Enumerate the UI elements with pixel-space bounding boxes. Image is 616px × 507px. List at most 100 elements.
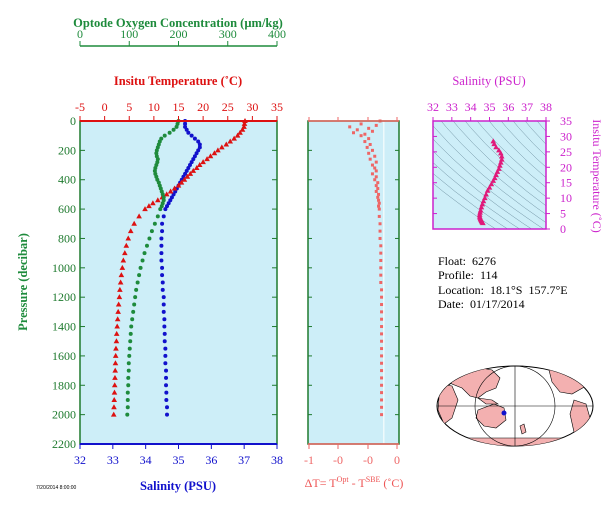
ts-point (478, 204, 485, 210)
density-contour (500, 121, 546, 168)
temperature-tick-label: 35 (271, 100, 283, 114)
ts-point (498, 150, 504, 156)
oxygen-point (127, 346, 132, 351)
salinity-point (159, 251, 164, 256)
delta-point (379, 281, 383, 284)
map-grid (437, 365, 593, 447)
oxygen-point (152, 221, 157, 226)
pressure-tick-label: 1800 (52, 378, 76, 392)
salinity-point (160, 221, 165, 226)
float-label: Float: (438, 254, 467, 268)
salinity-point (169, 195, 174, 200)
salinity-point (161, 295, 166, 300)
oxygen-tick-label: 100 (120, 27, 138, 41)
delta-title-sup1: Opt (337, 475, 350, 484)
oxygen-axis-title: Optode Oxygen Concentration (µm/kg) (73, 16, 283, 30)
temperature-point (155, 197, 161, 203)
oxygen-point (133, 295, 138, 300)
delta-point (367, 137, 371, 141)
profile-y-axis: 0 200 400 600 800 1000 1200 1400 1600 1800 2000 220… (52, 114, 277, 451)
ts-point (486, 184, 493, 190)
oxygen-point (155, 214, 160, 219)
salinity-point (183, 124, 188, 129)
temperature-point (111, 389, 118, 395)
salinity-point (161, 302, 166, 307)
ts-x-tick-label: 35 (484, 100, 496, 114)
pressure-tick-label: 600 (58, 202, 76, 216)
salinity-point (191, 157, 196, 162)
oxygen-point (154, 148, 159, 153)
temperature-point (215, 147, 221, 153)
oxygen-point (128, 331, 133, 336)
ts-point (480, 220, 486, 226)
ts-y-tick-label: 30 (560, 129, 572, 143)
float-location-marker (501, 410, 507, 416)
delta-point (380, 332, 384, 336)
salinity-point (163, 361, 168, 366)
delta-point (380, 391, 384, 395)
temperature-point (237, 129, 243, 135)
temperature-tick-label: 10 (148, 100, 160, 114)
temperature-point (204, 156, 210, 162)
delta-point (378, 229, 382, 233)
ts-point (497, 162, 503, 168)
temperature-point (120, 257, 127, 263)
temperature-point (190, 167, 197, 173)
oxygen-point (138, 265, 143, 270)
ts-point (488, 181, 495, 187)
salinity-point (189, 133, 194, 138)
temperature-point (231, 135, 237, 141)
temperature-tick-label: 30 (246, 100, 258, 114)
delta-x-tick-label: 0 (394, 453, 400, 467)
density-contour (464, 121, 546, 198)
delta-title-prefix: ΔT= T (305, 476, 338, 490)
delta-point (380, 383, 384, 387)
salinity-point (160, 273, 165, 278)
ts-y-tick-label: 15 (560, 176, 572, 190)
delta-series (348, 119, 384, 417)
salinity-point (192, 136, 197, 141)
delta-point (367, 126, 371, 130)
pressure-tick-label: 1000 (52, 261, 76, 275)
temperature-point (125, 235, 132, 241)
temperature-tick-label: 5 (126, 100, 132, 114)
delta-point (368, 157, 372, 161)
salinity-point (161, 309, 166, 314)
delta-point (378, 222, 382, 226)
ts-point (498, 159, 504, 165)
salinity-point (165, 405, 170, 410)
temperature-point (115, 301, 122, 307)
temperature-point (196, 162, 203, 168)
delta-x-tick-label: -1 (304, 453, 314, 467)
delta-point (379, 251, 383, 255)
salinity-tick-label: 36 (205, 453, 217, 467)
delta-point (370, 129, 374, 133)
salinity-point (166, 201, 171, 206)
delta-point (380, 310, 384, 314)
info-profile: Profile: 114 (438, 268, 498, 283)
salinity-tick-label: 34 (140, 453, 152, 467)
pressure-axis-title: Pressure (decibar) (16, 233, 30, 331)
delta-point (380, 369, 384, 373)
salinity-point (163, 346, 168, 351)
delta-title-sup2: SBE (366, 475, 381, 484)
salinity-tick-label: 37 (238, 453, 250, 467)
temperature-point (114, 323, 120, 329)
temperature-point (187, 170, 194, 176)
delta-point (380, 361, 384, 365)
delta-point (363, 140, 367, 144)
delta-point (365, 145, 369, 149)
density-contour (524, 121, 546, 145)
salinity-point (162, 317, 167, 322)
density-contour (512, 121, 546, 157)
salinity-point (164, 397, 169, 402)
delta-point (374, 175, 378, 179)
salinity-point (192, 154, 197, 159)
delta-point (380, 295, 384, 299)
oxygen-point (149, 229, 154, 234)
delta-point (377, 207, 381, 211)
temperature-point (113, 345, 119, 351)
density-contour (433, 183, 496, 229)
salinity-point (197, 145, 202, 150)
